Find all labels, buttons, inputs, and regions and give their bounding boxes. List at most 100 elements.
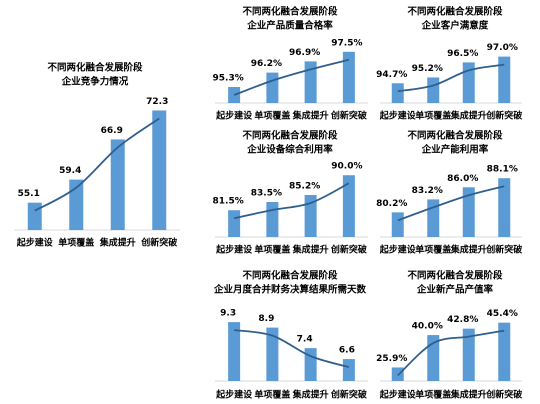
x-tick-label: 创新突破 [485, 244, 523, 256]
chart-title: 不同两化融合发展阶段 [242, 6, 338, 18]
value-label: 94.7% [376, 70, 407, 80]
bar [266, 72, 279, 103]
value-label: 40.0% [412, 322, 443, 332]
bar [342, 359, 355, 381]
value-label: 6.6 [339, 346, 355, 356]
chart-title: 企业产品质量合格率 [246, 20, 333, 32]
chart-title: 不同两化融合发展阶段 [242, 270, 338, 282]
value-label: 59.4 [59, 166, 81, 176]
bar [391, 83, 404, 103]
chart-title: 不同两化融合发展阶段 [242, 130, 338, 142]
bar [498, 56, 511, 103]
x-tick-label: 起步建设 [379, 110, 417, 122]
chart-title: 不同两化融合发展阶段 [407, 130, 503, 142]
x-tick-label: 创新突破 [330, 244, 368, 256]
chart-title: 不同两化融合发展阶段 [47, 62, 143, 74]
value-label: 95.3% [213, 74, 244, 84]
x-tick-label: 单项覆盖 [415, 110, 451, 122]
value-label: 81.5% [213, 197, 244, 207]
value-label: 45.4% [487, 309, 518, 319]
bar [266, 327, 279, 381]
x-tick-label: 单项覆盖 [254, 244, 290, 256]
x-tick-label: 创新突破 [485, 389, 523, 401]
trend-line [397, 329, 505, 377]
value-label: 96.9% [289, 48, 320, 58]
x-tick-label: 创新突破 [485, 110, 523, 122]
value-label: 55.1 [18, 189, 40, 199]
value-label: 9.3 [220, 309, 236, 319]
value-label: 66.9 [101, 126, 123, 136]
trend-line [397, 185, 505, 222]
value-label: 83.5% [251, 189, 282, 199]
bar [462, 187, 475, 237]
bar [462, 62, 475, 103]
x-tick-label: 起步建设 [16, 237, 54, 249]
bar [391, 212, 404, 237]
x-tick-label: 集成提升 [292, 389, 329, 401]
chart-title: 企业月度合并财务决算结果所需天数 [213, 284, 367, 296]
bar [228, 322, 241, 381]
x-tick-label: 创新突破 [330, 389, 368, 401]
x-tick-label: 单项覆盖 [415, 389, 451, 401]
value-label: 97.5% [331, 38, 362, 48]
trend-line [233, 329, 350, 368]
value-label: 8.9 [258, 314, 274, 324]
bar [462, 328, 475, 381]
bar [27, 202, 42, 230]
value-label: 96.2% [251, 59, 282, 69]
x-tick-label: 创新突破 [330, 110, 368, 122]
x-tick-label: 起步建设 [379, 244, 417, 256]
bar [304, 348, 317, 381]
chart-title: 不同两化融合发展阶段 [407, 270, 503, 282]
x-tick-label: 起步建设 [215, 110, 253, 122]
bar [498, 178, 511, 237]
bar [342, 175, 355, 237]
bar [69, 179, 84, 230]
trend-line [397, 63, 505, 93]
bar [342, 51, 355, 103]
x-tick-label: 起步建设 [379, 389, 417, 401]
bar [110, 139, 125, 230]
x-tick-label: 集成提升 [292, 110, 329, 122]
value-label: 85.2% [289, 182, 320, 192]
bar [427, 335, 440, 381]
value-label: 86.0% [447, 174, 478, 184]
chart-title: 企业设备综合利用率 [246, 144, 333, 156]
chart-title: 企业产能利用率 [421, 144, 489, 156]
x-tick-label: 集成提升 [450, 389, 487, 401]
value-label: 25.9% [376, 354, 407, 364]
value-label: 88.1% [487, 165, 518, 175]
x-tick-label: 单项覆盖 [254, 389, 290, 401]
bar [228, 210, 241, 237]
chart-title: 不同两化融合发展阶段 [407, 6, 503, 18]
trend-line [34, 117, 160, 212]
trend-line [233, 182, 350, 220]
x-tick-label: 单项覆盖 [58, 237, 94, 249]
value-label: 80.2% [376, 199, 407, 209]
bar [498, 322, 511, 381]
x-tick-label: 创新突破 [140, 237, 178, 249]
x-tick-label: 集成提升 [450, 110, 487, 122]
value-label: 83.2% [412, 186, 443, 196]
bar [304, 195, 317, 237]
x-tick-label: 起步建设 [215, 389, 253, 401]
chart-title: 企业新产品产值率 [416, 284, 494, 296]
trend-line [233, 58, 350, 96]
bar [266, 202, 279, 237]
value-label: 42.8% [447, 315, 478, 325]
x-tick-label: 集成提升 [99, 237, 136, 249]
chart-title: 企业客户满意度 [421, 20, 489, 32]
chart-title: 企业竞争力情况 [61, 76, 129, 88]
value-label: 72.3 [146, 97, 168, 107]
x-tick-label: 集成提升 [292, 244, 329, 256]
bar [304, 61, 317, 103]
value-label: 96.5% [447, 49, 478, 59]
value-label: 7.4 [297, 335, 313, 345]
x-tick-label: 起步建设 [215, 244, 253, 256]
bar [427, 77, 440, 103]
x-tick-label: 集成提升 [450, 244, 487, 256]
x-tick-label: 单项覆盖 [254, 110, 290, 122]
x-tick-label: 单项覆盖 [415, 244, 451, 256]
value-label: 95.2% [412, 64, 443, 74]
